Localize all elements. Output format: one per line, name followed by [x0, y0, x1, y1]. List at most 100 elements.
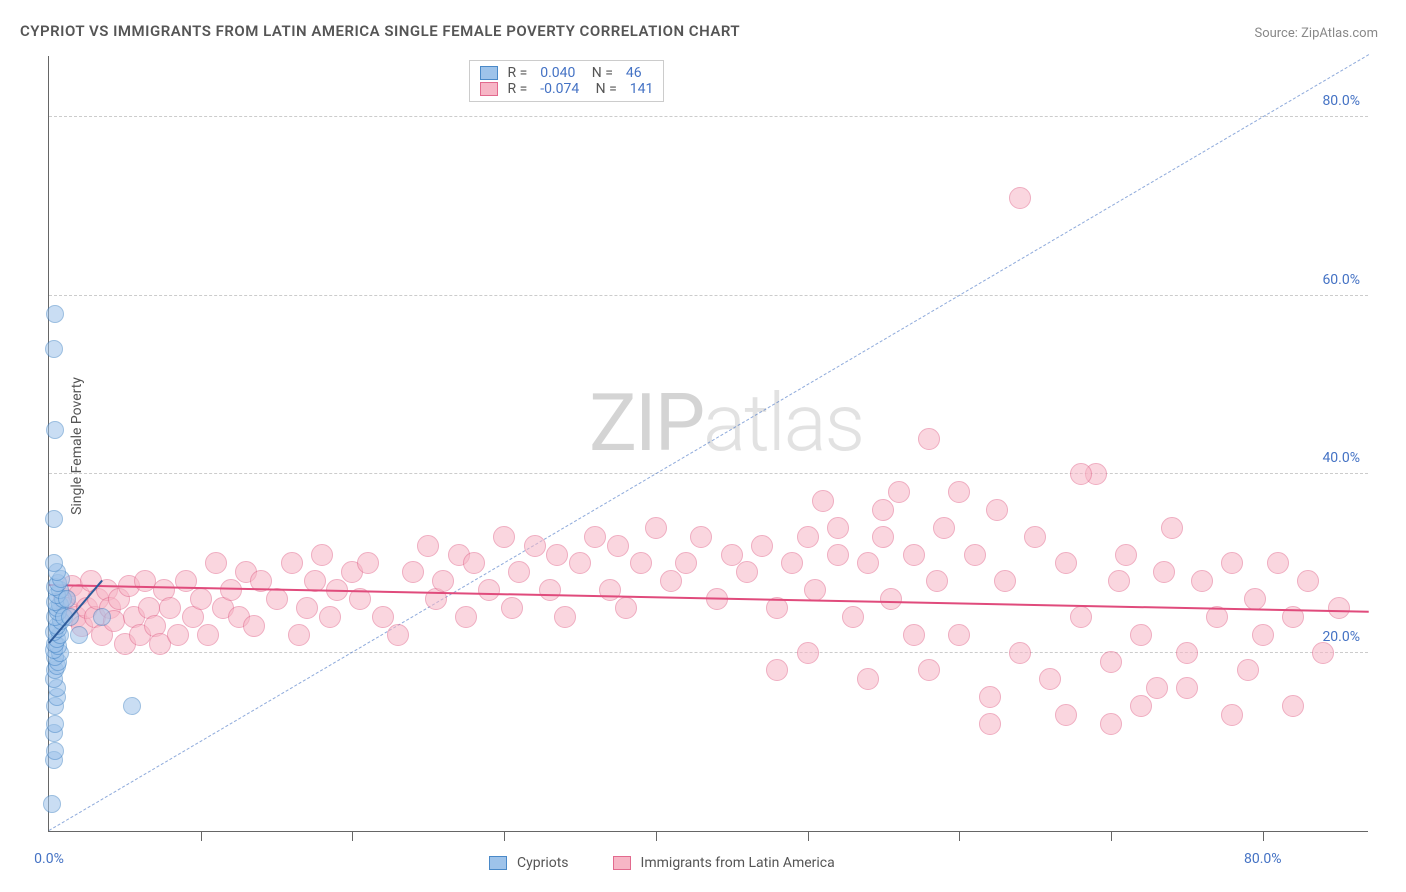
data-point-latin — [357, 552, 379, 574]
data-point-latin — [554, 606, 576, 628]
data-point-latin — [1130, 624, 1152, 646]
data-point-cypriots — [58, 590, 76, 608]
data-point-latin — [918, 659, 940, 681]
data-point-latin — [857, 668, 879, 690]
watermark-atlas: atlas — [703, 376, 863, 470]
data-point-latin — [872, 499, 894, 521]
data-point-latin — [296, 597, 318, 619]
data-point-latin — [311, 544, 333, 566]
data-point-latin — [903, 544, 925, 566]
gridline-h — [49, 295, 1368, 296]
data-point-latin — [599, 579, 621, 601]
x-tick — [201, 831, 202, 841]
data-point-cypriots — [46, 715, 64, 733]
source-label: Source: ZipAtlas.com — [1254, 26, 1378, 41]
stat-r-label: R = — [504, 81, 531, 97]
data-point-latin — [539, 579, 561, 601]
data-point-latin — [1237, 659, 1259, 681]
legend: CypriotsImmigrants from Latin America — [489, 855, 869, 871]
data-point-latin — [1252, 624, 1274, 646]
data-point-latin — [797, 642, 819, 664]
data-point-latin — [607, 535, 629, 557]
data-point-latin — [1297, 570, 1319, 592]
data-point-latin — [994, 570, 1016, 592]
data-point-latin — [319, 606, 341, 628]
data-point-latin — [167, 624, 189, 646]
watermark: ZIPatlas — [589, 376, 863, 470]
data-point-latin — [804, 579, 826, 601]
data-point-latin — [842, 606, 864, 628]
data-point-latin — [1176, 677, 1198, 699]
x-tick — [1263, 831, 1264, 841]
x-tick — [352, 831, 353, 841]
x-tick — [656, 831, 657, 841]
data-point-latin — [1191, 570, 1213, 592]
data-point-latin — [546, 544, 568, 566]
data-point-cypriots — [93, 608, 111, 626]
diagonal-reference-line — [49, 54, 1369, 831]
data-point-latin — [880, 588, 902, 610]
data-point-latin — [197, 624, 219, 646]
data-point-latin — [736, 561, 758, 583]
data-point-latin — [220, 579, 242, 601]
data-point-latin — [1146, 677, 1168, 699]
stats-box: R = 0.040 N = 46 R = -0.074 N = 141 — [469, 60, 664, 102]
x-tick — [504, 831, 505, 841]
data-point-latin — [281, 552, 303, 574]
data-point-latin — [1100, 713, 1122, 735]
data-point-latin — [1100, 651, 1122, 673]
data-point-latin — [872, 526, 894, 548]
stat-n-label: N = — [581, 65, 616, 81]
data-point-cypriots — [45, 554, 63, 572]
y-tick-label: 80.0% — [1322, 93, 1360, 109]
data-point-latin — [402, 561, 424, 583]
data-point-latin — [463, 552, 485, 574]
x-tick-label: 80.0% — [1244, 851, 1282, 867]
data-point-latin — [1039, 668, 1061, 690]
data-point-cypriots — [123, 697, 141, 715]
x-tick-label: 0.0% — [34, 851, 64, 867]
data-point-latin — [455, 606, 477, 628]
data-point-cypriots — [70, 626, 88, 644]
data-point-latin — [857, 552, 879, 574]
data-point-latin — [903, 624, 925, 646]
data-point-latin — [888, 481, 910, 503]
swatch-cypriots — [480, 66, 498, 80]
data-point-latin — [690, 526, 712, 548]
data-point-latin — [508, 561, 530, 583]
data-point-latin — [964, 544, 986, 566]
gridline-h — [49, 473, 1368, 474]
data-point-cypriots — [46, 305, 64, 323]
data-point-latin — [979, 713, 1001, 735]
data-point-latin — [1070, 463, 1092, 485]
data-point-latin — [918, 428, 940, 450]
x-tick — [1111, 831, 1112, 841]
x-tick — [808, 831, 809, 841]
data-point-latin — [827, 517, 849, 539]
data-point-latin — [1267, 552, 1289, 574]
scatter-plot: ZIPatlas 20.0%40.0%60.0%80.0%0.0%80.0% R… — [48, 56, 1368, 832]
legend-label-latin: Immigrants from Latin America — [641, 855, 835, 871]
data-point-cypriots — [46, 421, 64, 439]
data-point-latin — [1244, 588, 1266, 610]
data-point-latin — [1070, 606, 1092, 628]
data-point-latin — [266, 588, 288, 610]
data-point-latin — [986, 499, 1008, 521]
data-point-latin — [417, 535, 439, 557]
legend-swatch-latin — [613, 856, 631, 870]
stats-row-cypriots: R = 0.040 N = 46 — [480, 65, 653, 81]
data-point-latin — [630, 552, 652, 574]
data-point-latin — [721, 544, 743, 566]
data-point-latin — [1055, 704, 1077, 726]
data-point-latin — [751, 535, 773, 557]
data-point-latin — [948, 624, 970, 646]
data-point-latin — [1282, 695, 1304, 717]
data-point-latin — [243, 615, 265, 637]
legend-swatch-cypriots — [489, 856, 507, 870]
data-point-latin — [675, 552, 697, 574]
swatch-latin — [480, 82, 498, 96]
x-tick — [959, 831, 960, 841]
data-point-latin — [432, 570, 454, 592]
data-point-latin — [926, 570, 948, 592]
stat-n-label: N = — [585, 81, 620, 97]
